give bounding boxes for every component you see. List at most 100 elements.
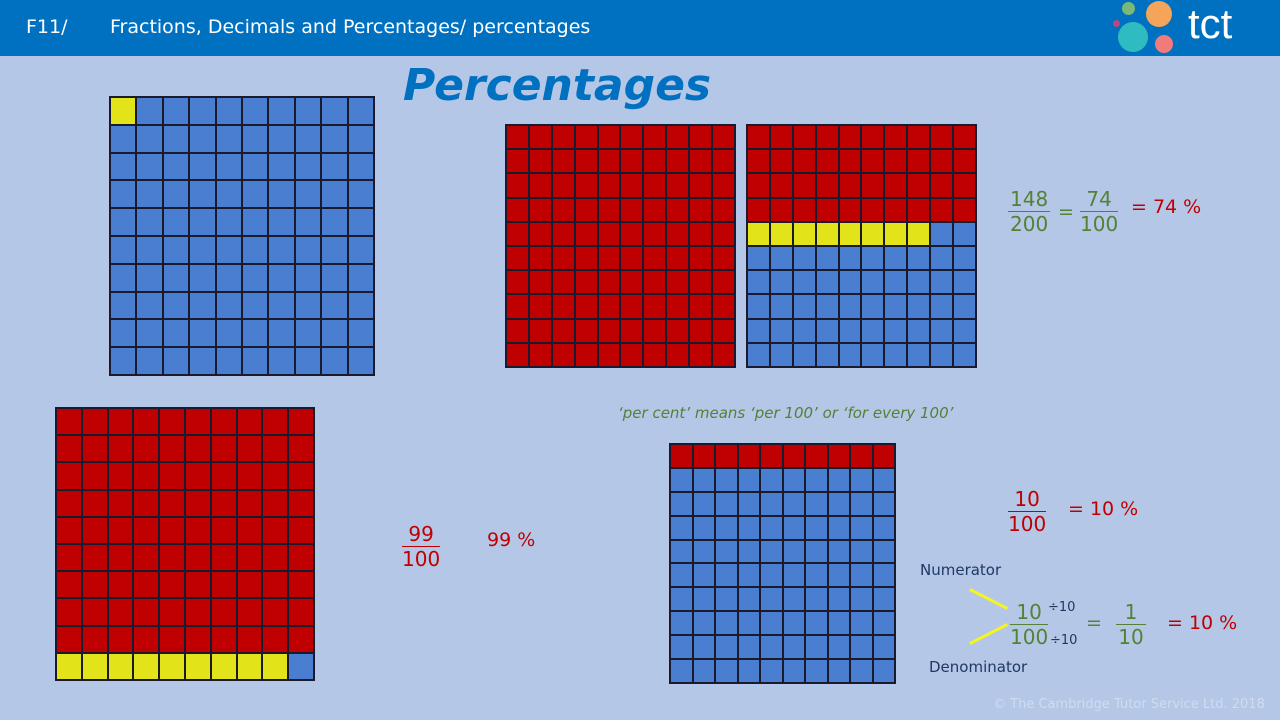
grid-cell bbox=[262, 435, 289, 463]
grid-cell bbox=[620, 221, 644, 246]
grid-cell bbox=[737, 515, 760, 540]
grid-cell bbox=[236, 408, 263, 436]
grid-cell bbox=[210, 435, 237, 463]
grid-cell bbox=[884, 125, 908, 150]
grid-cell bbox=[241, 235, 269, 264]
grid-cell bbox=[715, 611, 738, 636]
grid-cell bbox=[81, 571, 108, 599]
grid-cell bbox=[136, 208, 163, 236]
grid-cell bbox=[107, 435, 134, 463]
numerator-label: Numerator bbox=[920, 561, 1002, 579]
grid-cell bbox=[321, 291, 348, 320]
grid-cell bbox=[574, 270, 598, 295]
grid-cell bbox=[689, 246, 713, 271]
grid-cell bbox=[805, 491, 828, 516]
grid-cell bbox=[827, 659, 850, 683]
grid-cell bbox=[792, 342, 816, 367]
grid-cell bbox=[872, 515, 895, 540]
grid-cell bbox=[159, 571, 185, 599]
grid-cell bbox=[907, 294, 931, 319]
grid-cell bbox=[56, 408, 82, 436]
grid-cell bbox=[792, 270, 816, 295]
grid-cell bbox=[769, 125, 793, 150]
grid-cell bbox=[861, 173, 885, 198]
grid-cell bbox=[872, 635, 895, 660]
grid-cell bbox=[760, 611, 783, 636]
grid-cell bbox=[620, 270, 644, 295]
grid-cell bbox=[189, 347, 216, 375]
grid-cell bbox=[670, 563, 693, 588]
grid-cell bbox=[528, 149, 552, 174]
grid-cell bbox=[838, 149, 862, 174]
grid-cell bbox=[294, 291, 322, 320]
grid-cell bbox=[769, 270, 793, 295]
grid-cell bbox=[930, 197, 954, 222]
grid-cell bbox=[215, 319, 242, 348]
grid-cell bbox=[670, 491, 693, 516]
grid-cell bbox=[760, 635, 783, 660]
grid-cell bbox=[620, 294, 644, 319]
grid-cell bbox=[262, 598, 289, 626]
fraction-74-100: 74 100 bbox=[1080, 187, 1119, 236]
grid-cell bbox=[159, 489, 185, 517]
grid-cell bbox=[574, 173, 598, 198]
grid-cell bbox=[236, 462, 263, 490]
grid-cell bbox=[241, 152, 269, 181]
grid-cell bbox=[268, 263, 295, 292]
grid-cell bbox=[907, 149, 931, 174]
grid-cell bbox=[930, 221, 954, 246]
grid-cell bbox=[747, 125, 770, 150]
grid-cell bbox=[861, 246, 885, 271]
grid-cell bbox=[850, 467, 873, 492]
grid-cell bbox=[189, 152, 216, 181]
grid-cell bbox=[782, 611, 805, 636]
grid-cell bbox=[769, 197, 793, 222]
copyright: © The Cambridge Tutor Service Ltd. 2018 bbox=[993, 697, 1265, 712]
page-title: Percentages bbox=[403, 60, 712, 111]
grid-cell bbox=[551, 270, 575, 295]
grid-cell bbox=[884, 173, 908, 198]
grid-cell bbox=[136, 319, 163, 348]
grid-cell bbox=[769, 246, 793, 271]
grid-cell bbox=[666, 246, 690, 271]
grid-cell bbox=[506, 318, 529, 343]
grid-cell bbox=[210, 544, 237, 572]
grid-cell bbox=[827, 444, 850, 468]
grid-cell bbox=[241, 319, 269, 348]
grid-cell bbox=[597, 197, 621, 222]
per-cent-note: ‘per cent’ means ‘per 100’ or ‘for every… bbox=[618, 404, 954, 422]
grid-cell bbox=[643, 125, 667, 150]
grid-cell bbox=[715, 491, 738, 516]
grid-cell bbox=[110, 124, 137, 153]
grid-cell bbox=[110, 347, 137, 375]
grid-cell bbox=[953, 173, 976, 198]
grid-cell bbox=[815, 342, 839, 367]
denominator-arrow-icon bbox=[969, 623, 1009, 645]
grid-cell bbox=[827, 563, 850, 588]
grid-cell bbox=[81, 598, 108, 626]
grid-cell bbox=[861, 294, 885, 319]
grid-cell bbox=[760, 587, 783, 612]
grid-cell bbox=[210, 489, 237, 517]
grid-cell bbox=[241, 263, 269, 292]
grid-cell bbox=[850, 515, 873, 540]
grid-cell bbox=[81, 652, 108, 680]
grid-cell bbox=[747, 149, 770, 174]
grid-cell bbox=[782, 444, 805, 468]
grid-cell bbox=[872, 444, 895, 468]
grid-cell bbox=[241, 97, 269, 125]
grid-cell bbox=[782, 587, 805, 612]
hundred-grid-full bbox=[505, 124, 736, 368]
grid-cell bbox=[528, 221, 552, 246]
grid-cell bbox=[288, 571, 314, 599]
grid-cell bbox=[506, 221, 529, 246]
grid-cell bbox=[872, 611, 895, 636]
grid-cell bbox=[321, 347, 348, 375]
grid-cell bbox=[861, 221, 885, 246]
unit-code: F11/ bbox=[26, 16, 68, 38]
grid-cell bbox=[551, 221, 575, 246]
grid-cell bbox=[215, 124, 242, 153]
grid-cell bbox=[712, 221, 735, 246]
grid-cell bbox=[241, 180, 269, 209]
grid-cell bbox=[850, 491, 873, 516]
